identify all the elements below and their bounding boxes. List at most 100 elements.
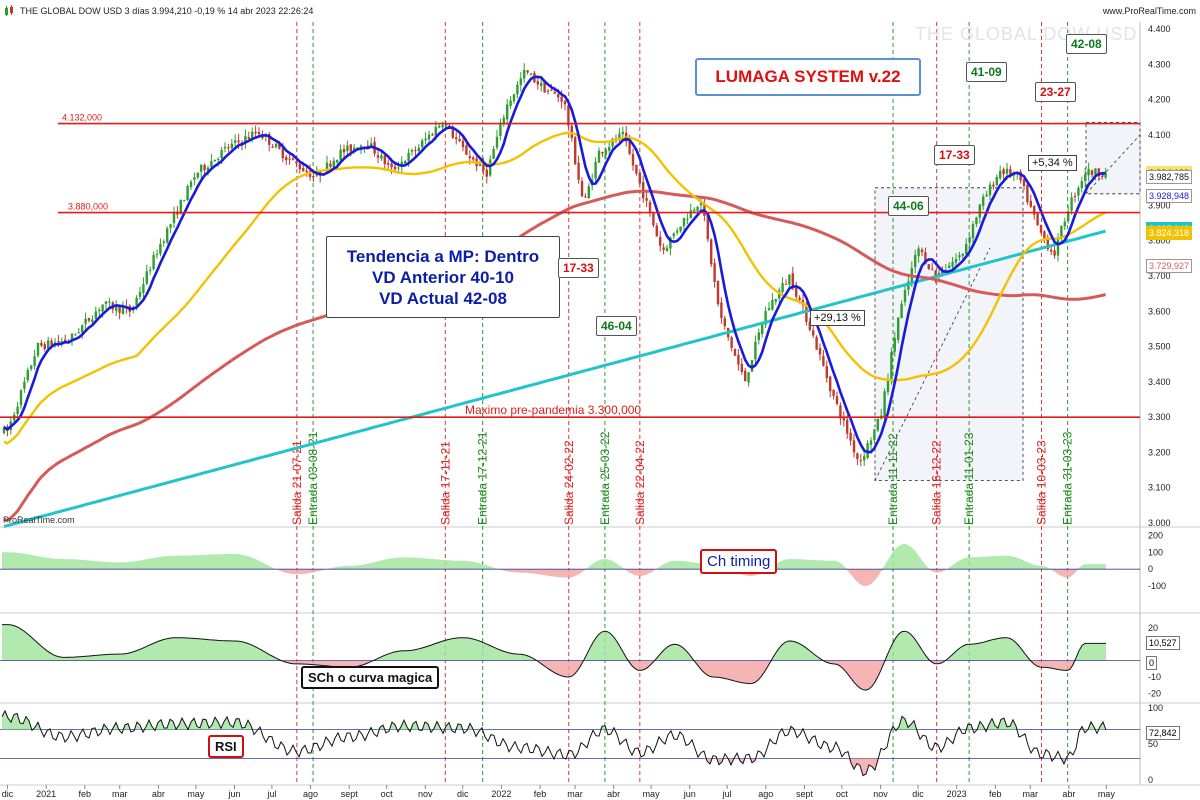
candle-body — [645, 198, 648, 201]
signal-label: Salida 21-07-21 — [290, 440, 304, 525]
candle-body — [893, 338, 896, 352]
candle-body — [305, 170, 308, 173]
candle-body — [312, 175, 315, 177]
candle-body — [584, 196, 587, 198]
candle-body — [812, 330, 815, 336]
candle-body — [81, 325, 84, 333]
candle-body — [376, 155, 380, 158]
cycle-label: 17-33 — [558, 258, 599, 278]
x-tick-label: feb — [79, 789, 92, 799]
candle-body — [234, 140, 237, 143]
candle-body — [638, 172, 641, 184]
candle-body — [587, 186, 590, 199]
candle-body — [876, 418, 879, 431]
candle-body — [499, 122, 502, 136]
y-tick-label: 4.100 — [1148, 130, 1171, 140]
candle-body — [1067, 211, 1070, 221]
candle-body — [47, 340, 50, 349]
y-tick-label: 3.000 — [1148, 518, 1171, 528]
y-tick-label: 3.400 — [1148, 377, 1171, 387]
candle-body — [988, 184, 992, 195]
signal-label: Salida 24-02-22 — [562, 440, 576, 525]
price-label: 3.729,927 — [1146, 259, 1193, 274]
candle-body — [451, 128, 454, 138]
candle-body — [339, 149, 342, 161]
candle-body — [36, 342, 40, 356]
candle-body — [104, 301, 108, 304]
x-tick-label: may — [643, 789, 661, 799]
candle-body — [730, 337, 733, 348]
candle-body — [829, 376, 832, 392]
candle-body — [441, 125, 444, 128]
x-tick-label: jul — [722, 789, 732, 799]
candle-body — [1073, 195, 1077, 197]
candle-body — [444, 124, 448, 127]
x-tick-label: sept — [796, 789, 814, 799]
ch-timing-label: Ch timing — [700, 549, 778, 574]
candle-body — [502, 117, 505, 124]
candle-body — [2, 427, 6, 434]
candle-body — [274, 143, 278, 148]
candle-body — [611, 138, 614, 147]
y-tick-label: 4.300 — [1148, 59, 1171, 69]
candle-body — [750, 360, 754, 372]
candle-body — [594, 161, 597, 179]
candle-body — [1022, 179, 1026, 186]
y-tick-label: -100 — [1148, 581, 1166, 591]
candle-body — [60, 341, 63, 343]
x-tick-label: sept — [341, 789, 359, 799]
candle-body — [1056, 237, 1060, 256]
y-tick-label: 3.900 — [1148, 200, 1171, 210]
candle-body — [669, 237, 672, 249]
y-tick-label: -10 — [1148, 672, 1161, 682]
candle-body — [699, 201, 703, 206]
candle-body — [618, 133, 621, 141]
source-link[interactable]: www.ProRealTime.com — [1102, 6, 1196, 16]
candle-body — [546, 90, 550, 92]
candle-body — [1005, 168, 1009, 174]
candle-body — [84, 318, 87, 324]
candle-body — [94, 311, 97, 319]
candle-body — [302, 168, 305, 172]
candle-body — [961, 253, 964, 256]
candle-body — [142, 284, 145, 293]
candle-body — [580, 181, 584, 197]
x-tick-label: mar — [1022, 789, 1038, 799]
price-blue-line — [3, 75, 1106, 454]
candle-body — [200, 164, 203, 172]
candle-body — [917, 248, 920, 257]
candle-body — [169, 224, 172, 228]
sch-negative-area — [2, 660, 1106, 691]
ch-negative-area — [2, 569, 1106, 587]
candle-body — [33, 356, 36, 366]
candle-body — [720, 302, 723, 318]
candle-body — [740, 363, 743, 373]
candle-body — [509, 100, 512, 106]
candle-body — [968, 237, 971, 243]
candle-body — [574, 137, 577, 164]
trend-line-2: VD Anterior 40-10 — [371, 267, 515, 287]
x-tick-label: feb — [989, 789, 1002, 799]
candle-body — [400, 161, 403, 167]
rsi-overbought-area — [2, 710, 1106, 730]
chart-title: THE GLOBAL DOW USD 3 días 3.994,210 -0,1… — [20, 6, 314, 16]
candle-body — [336, 159, 339, 163]
candle-body — [237, 140, 240, 143]
candle-body — [788, 274, 791, 285]
x-tick-label: abr — [1062, 789, 1075, 799]
candle-body — [431, 134, 434, 136]
candle-body — [689, 210, 692, 219]
candle-body — [557, 94, 560, 98]
candle-body — [954, 258, 958, 263]
candle-body — [57, 341, 60, 343]
candle-body — [846, 419, 849, 434]
x-tick-label: feb — [534, 789, 547, 799]
y-tick-label: 3.200 — [1148, 447, 1171, 457]
x-tick-label: jun — [227, 789, 240, 799]
x-tick-label: dic — [457, 789, 469, 799]
candle-body — [87, 317, 91, 321]
x-tick-label: 2022 — [491, 789, 511, 799]
candle-body — [64, 339, 67, 342]
candle-body — [281, 148, 284, 159]
candle-body — [410, 150, 414, 152]
